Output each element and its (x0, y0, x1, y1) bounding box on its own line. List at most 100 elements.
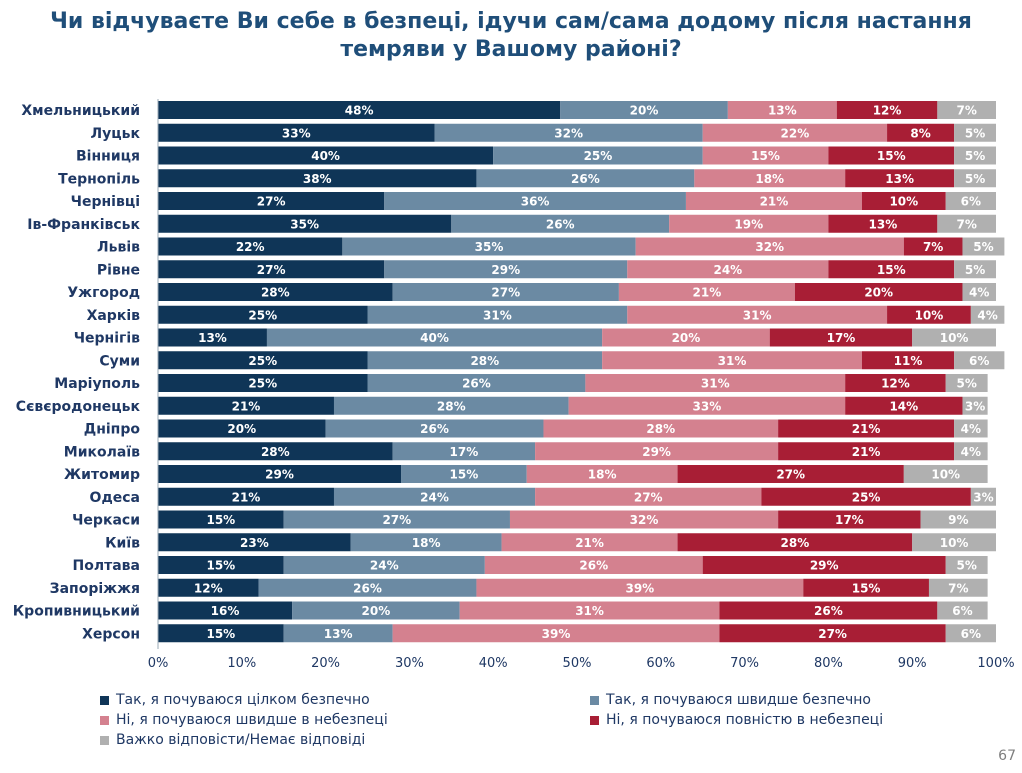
x-tick-label: 100% (977, 656, 1014, 671)
data-label: 7% (956, 217, 976, 231)
bar-segment (702, 556, 946, 574)
data-label: 24% (370, 559, 399, 573)
data-label: 27% (818, 627, 847, 641)
bar-segment (778, 419, 955, 438)
bar-segment (543, 419, 779, 438)
category-label: Одеса (90, 490, 140, 506)
bar-segment (367, 351, 603, 370)
bar-segment (861, 192, 946, 210)
bar-segment (828, 260, 955, 279)
bar-segment (158, 146, 494, 165)
data-label: 39% (625, 581, 654, 595)
bar-segment (158, 396, 334, 415)
bar-segment (945, 556, 988, 574)
bar-segment (719, 601, 938, 620)
bar-segment (887, 123, 955, 142)
data-label: 5% (956, 377, 976, 391)
x-tick-label: 50% (563, 656, 592, 671)
data-label: 33% (282, 126, 311, 140)
data-label: 22% (781, 126, 810, 140)
data-label: 17% (450, 445, 479, 459)
data-label: 27% (257, 195, 286, 209)
data-label: 28% (261, 286, 290, 300)
data-label: 13% (324, 627, 353, 641)
data-label: 15% (450, 468, 479, 482)
data-label: 24% (713, 263, 742, 277)
bar-segment (158, 214, 452, 233)
data-label: 20% (227, 422, 256, 436)
data-label: 16% (211, 604, 240, 618)
bar-segment (778, 442, 955, 461)
legend-swatch (590, 695, 599, 705)
page-number: 67 (998, 748, 1016, 764)
data-label: 25% (248, 308, 277, 322)
bar-segment (535, 487, 762, 506)
bar-segment (158, 237, 343, 256)
data-label: 21% (232, 490, 261, 504)
bar-segment (484, 556, 703, 574)
data-label: 36% (521, 195, 550, 209)
bar-segment (384, 260, 628, 279)
data-label: 25% (248, 377, 277, 391)
data-label: 31% (701, 377, 730, 391)
bar-segment (627, 260, 829, 279)
bar-segment (158, 533, 351, 552)
bar-segment (509, 510, 779, 529)
bar-segment (367, 374, 586, 392)
bar-segment (158, 351, 368, 370)
data-label: 15% (877, 263, 906, 277)
x-tick-label: 60% (646, 656, 675, 671)
data-label: 15% (877, 149, 906, 163)
bar-segment (158, 260, 385, 279)
legend-item: Ні, я почуваюся швидше в небезпеці (100, 712, 590, 728)
bar-segment (266, 328, 603, 347)
data-label: 25% (248, 354, 277, 368)
data-label: 28% (781, 536, 810, 550)
data-label: 4% (969, 286, 989, 300)
data-label: 15% (852, 581, 881, 595)
data-label: 13% (869, 217, 898, 231)
data-label: 5% (965, 126, 985, 140)
data-label: 27% (776, 468, 805, 482)
bar-segment (392, 283, 619, 301)
bar-segment (954, 442, 988, 461)
bar-segment (937, 601, 988, 620)
bar-segment (158, 305, 368, 324)
chart-title: Чи відчуваєте Ви себе в безпеці, ідучи с… (0, 8, 1022, 64)
data-label: 13% (198, 331, 227, 345)
bar-segment (292, 601, 460, 620)
bar-segment (845, 396, 963, 415)
legend-label: Так, я почуваюся цілком безпечно (116, 692, 370, 708)
data-label: 24% (420, 490, 449, 504)
x-tick-label: 20% (311, 656, 340, 671)
bar-segment (342, 237, 636, 256)
bar-segment (158, 192, 385, 210)
bar-segment (501, 533, 678, 552)
data-label: 11% (894, 354, 923, 368)
bar-segment (602, 328, 770, 347)
bar-segment (954, 169, 996, 188)
bar-segment (158, 169, 477, 188)
data-label: 27% (491, 286, 520, 300)
data-label: 7% (923, 240, 943, 254)
data-label: 6% (961, 195, 981, 209)
data-label: 26% (546, 217, 575, 231)
data-label: 23% (240, 536, 269, 550)
bar-segment (937, 101, 996, 119)
bar-segment (954, 419, 988, 438)
data-label: 25% (584, 149, 613, 163)
data-label: 21% (232, 399, 261, 413)
bar-segment (434, 123, 703, 142)
legend-swatch (590, 715, 599, 725)
category-label: Дніпро (84, 422, 141, 438)
bar-segment (887, 305, 971, 324)
bar-segment (158, 578, 259, 597)
bar-segment (384, 192, 686, 210)
data-label: 26% (420, 422, 449, 436)
bar-segment (401, 465, 527, 483)
category-label: Ів-Франківськ (27, 217, 140, 233)
legend-label: Ні, я почуваюся швидше в небезпеці (116, 712, 388, 728)
data-label: 10% (931, 468, 960, 482)
x-tick-label: 40% (479, 656, 508, 671)
category-label: Рівне (97, 262, 140, 278)
